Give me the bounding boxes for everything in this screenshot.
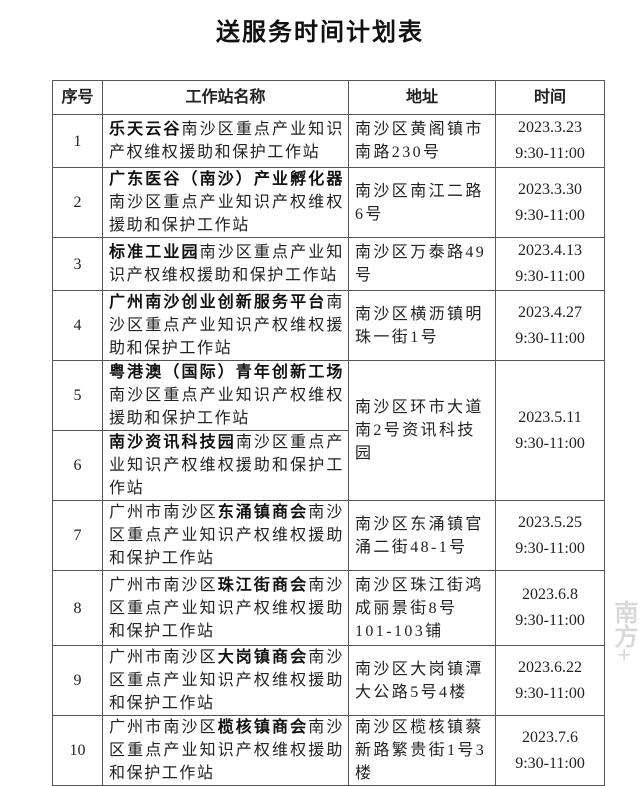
date-text: 2023.3.23	[518, 119, 582, 136]
header-seq: 序号	[52, 80, 103, 115]
date-text: 2023.4.27	[518, 303, 582, 321]
station-name-bold: 榄核镇商会	[217, 719, 309, 736]
seq-cell: 2	[52, 167, 103, 238]
station-name-bold: 标准工业园	[109, 244, 200, 261]
header-address: 地址	[348, 80, 496, 115]
station-name-bold: 广州南沙创业创新服务平台	[109, 294, 327, 311]
seq-cell: 9	[52, 645, 103, 716]
seq-cell: 4	[52, 290, 103, 361]
station-name-cell: 标准工业园南沙区重点产业知识产权维权援助和保护工作站	[102, 237, 349, 291]
time-cell: 2023.4.27 9:30-11:00	[495, 290, 605, 361]
date-text: 2023.4.13	[518, 242, 582, 259]
station-name-suffix: 南沙区重点产业知识产权维权援助和保护工作站	[109, 244, 344, 284]
address-cell: 南沙区横沥镇明珠一街1号	[348, 290, 496, 361]
hours-text: 9:30-11:00	[515, 329, 585, 347]
hours-text: 9:30-11:00	[515, 268, 585, 285]
hours-text: 9:30-11:00	[515, 684, 585, 702]
seq-cell: 5	[52, 360, 103, 431]
station-name-cell: 广州市南沙区珠江街商会南沙区重点产业知识产权维权援助和保护工作站	[102, 570, 349, 646]
document-title: 送服务时间计划表	[216, 20, 424, 46]
time-cell: 2023.4.13 9:30-11:00	[495, 237, 605, 291]
hours-text: 9:30-11:00	[515, 145, 585, 162]
station-name-suffix: 南沙区重点产业知识产权维权援助和保护工作站	[109, 387, 344, 427]
hours-text: 9:30-11:00	[515, 539, 585, 557]
station-name-bold: 广东医谷（南沙）产业孵化器	[109, 171, 344, 188]
address-cell: 南沙区环市大道南2号资讯科技园	[348, 360, 496, 501]
time-cell: 2023.5.11 9:30-11:00	[495, 360, 605, 501]
station-name-prefix: 广州市南沙区	[109, 719, 218, 736]
date-text: 2023.6.8	[522, 586, 578, 603]
table-row: 3 标准工业园南沙区重点产业知识产权维权援助和保护工作站 南沙区万泰路49号 20…	[52, 237, 605, 291]
hours-text: 9:30-11:00	[515, 434, 585, 452]
station-name-bold: 珠江街商会	[217, 576, 309, 594]
schedule-table: 序号 工作站名称 地址 时间 1 乐天云谷南沙区重点产业知识产权维权援助和保护工…	[52, 80, 605, 786]
time-cell: 2023.7.6 9:30-11:00	[495, 715, 605, 786]
station-name-suffix: 南沙区重点产业知识产权维权援助和保护工作站	[109, 576, 344, 640]
address-cell: 南沙区东涌镇官涌二街48-1号	[348, 500, 496, 571]
seq-cell: 6	[52, 430, 103, 501]
time-cell: 2023.3.23 9:30-11:00	[495, 114, 605, 168]
station-name-suffix: 南沙区重点产业知识产权维权援助和保护工作站	[109, 121, 344, 161]
header-time: 时间	[495, 80, 605, 115]
hours-text: 9:30-11:00	[515, 206, 585, 224]
address-cell: 南沙区珠江街鸿成丽景街8号101-103铺	[348, 570, 496, 646]
hours-text: 9:30-11:00	[515, 612, 585, 629]
station-name-suffix: 南沙区重点产业知识产权维权援助和保护工作站	[109, 294, 344, 357]
station-name-cell: 广州市南沙区大岗镇商会南沙区重点产业知识产权维权援助和保护工作站	[102, 645, 349, 716]
date-text: 2023.5.25	[518, 513, 582, 531]
station-name-cell: 南沙资讯科技园南沙区重点产业知识产权维权援助和保护工作站	[102, 430, 349, 501]
table-header-row: 序号 工作站名称 地址 时间	[52, 80, 605, 115]
date-text: 2023.3.30	[518, 180, 582, 198]
station-name-bold: 南沙资讯科技园	[109, 434, 236, 451]
table-row: 2 广东医谷（南沙）产业孵化器南沙区重点产业知识产权维权援助和保护工作站 南沙区南…	[52, 167, 605, 238]
station-name-prefix: 广州市南沙区	[109, 649, 218, 666]
address-cell: 南沙区大岗镇潭大公路5号4楼	[348, 645, 496, 716]
seq-cell: 7	[52, 500, 103, 571]
date-text: 2023.6.22	[518, 658, 582, 676]
station-name-bold: 粤港澳（国际）青年创新工场	[109, 364, 344, 381]
station-name-suffix: 南沙区重点产业知识产权维权援助和保护工作站	[109, 434, 344, 497]
time-cell: 2023.3.30 9:30-11:00	[495, 167, 605, 238]
seq-cell: 8	[52, 570, 103, 646]
station-name-suffix: 南沙区重点产业知识产权维权援助和保护工作站	[109, 194, 344, 234]
station-name-cell: 乐天云谷南沙区重点产业知识产权维权援助和保护工作站	[102, 114, 349, 168]
table-row: 10 广州市南沙区榄核镇商会南沙区重点产业知识产权维权援助和保护工作站 南沙区榄核…	[52, 715, 605, 786]
address-cell: 南沙区榄核镇蔡新路繁贵街1号3楼	[348, 715, 496, 786]
table-row: 1 乐天云谷南沙区重点产业知识产权维权援助和保护工作站 南沙区黄阁镇市南路230号…	[52, 114, 605, 168]
table-row: 8 广州市南沙区珠江街商会南沙区重点产业知识产权维权援助和保护工作站 南沙区珠江街…	[52, 570, 605, 646]
table-row: 7 广州市南沙区东涌镇商会南沙区重点产业知识产权维权援助和保护工作站 南沙区东涌镇…	[52, 500, 605, 571]
address-cell: 南沙区万泰路49号	[348, 237, 496, 291]
station-name-suffix: 南沙区重点产业知识产权维权援助和保护工作站	[109, 504, 344, 567]
table-row: 9 广州市南沙区大岗镇商会南沙区重点产业知识产权维权援助和保护工作站 南沙区大岗镇…	[52, 645, 605, 716]
station-name-bold: 大岗镇商会	[217, 649, 309, 666]
seq-cell: 3	[52, 237, 103, 291]
table-row: 4 广州南沙创业创新服务平台南沙区重点产业知识产权维权援助和保护工作站 南沙区横沥…	[52, 290, 605, 361]
time-cell: 2023.5.25 9:30-11:00	[495, 500, 605, 571]
hours-text: 9:30-11:00	[515, 754, 585, 772]
time-cell: 2023.6.22 9:30-11:00	[495, 645, 605, 716]
address-cell: 南沙区黄阁镇市南路230号	[348, 114, 496, 168]
station-name-prefix: 广州市南沙区	[109, 504, 218, 521]
station-name-cell: 粤港澳（国际）青年创新工场南沙区重点产业知识产权维权援助和保护工作站	[102, 360, 349, 431]
station-name-cell: 广东医谷（南沙）产业孵化器南沙区重点产业知识产权维权援助和保护工作站	[102, 167, 349, 238]
date-text: 2023.5.11	[518, 408, 582, 426]
station-name-cell: 广州南沙创业创新服务平台南沙区重点产业知识产权维权援助和保护工作站	[102, 290, 349, 361]
station-name-suffix: 南沙区重点产业知识产权维权援助和保护工作站	[109, 649, 344, 712]
station-name-bold: 东涌镇商会	[217, 504, 309, 521]
address-cell: 南沙区南江二路6号	[348, 167, 496, 238]
seq-cell: 10	[52, 715, 103, 786]
table-row: 5 粤港澳（国际）青年创新工场南沙区重点产业知识产权维权援助和保护工作站 南沙区环…	[52, 360, 605, 501]
time-cell: 2023.6.8 9:30-11:00	[495, 570, 605, 646]
station-name-bold: 乐天云谷	[109, 121, 182, 138]
station-name-cell: 广州市南沙区榄核镇商会南沙区重点产业知识产权维权援助和保护工作站	[102, 715, 349, 786]
header-station-name: 工作站名称	[102, 80, 349, 115]
date-text: 2023.7.6	[522, 728, 578, 746]
station-name-cell: 广州市南沙区东涌镇商会南沙区重点产业知识产权维权援助和保护工作站	[102, 500, 349, 571]
watermark-logo: 南方+	[610, 600, 636, 662]
station-name-prefix: 广州市南沙区	[109, 576, 218, 594]
seq-cell: 1	[52, 114, 103, 168]
